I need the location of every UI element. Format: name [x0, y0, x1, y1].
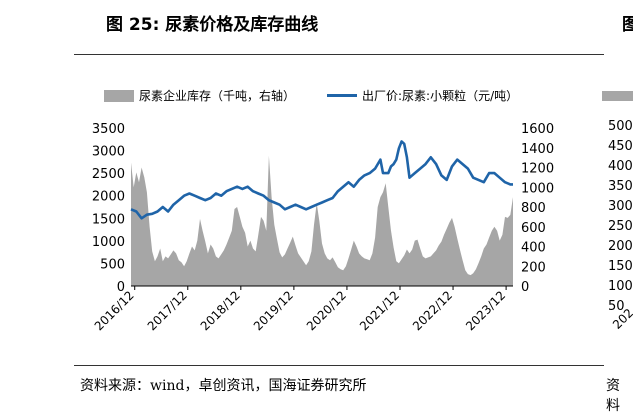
left-axis-tick-label: 3500: [92, 122, 125, 137]
right-panel-ytick: 200: [608, 239, 633, 254]
right-panel-title: 图: [622, 15, 633, 35]
bottom-divider: [74, 365, 604, 366]
series-price-line: [130, 140, 513, 220]
x-axis-tick-label: 2016/12: [92, 288, 137, 333]
right-axis-tick-label: 800: [521, 201, 546, 216]
right-panel-ytick: 400: [608, 159, 633, 174]
x-axis-tick-label: 2018/12: [198, 288, 243, 333]
chart-svg: 0 500 1000 1500 2000 2500 3000 3500 0 200 400 600 80…: [92, 122, 554, 333]
source-note: 资料来源：wind，卓创资讯，国海证券研究所: [80, 378, 367, 394]
x-axis-tick-label: 2022/12: [410, 288, 455, 333]
right-axis-tick-label: 1600: [521, 122, 554, 137]
left-axis-tick-label: 500: [100, 257, 125, 272]
right-panel-ytick: 50: [608, 299, 625, 314]
chart-title: 图 25: 尿素价格及库存曲线: [106, 15, 319, 35]
right-panel-ytick: 100: [608, 279, 633, 294]
right-panel-ytick: 300: [608, 199, 633, 214]
x-axis-tick-label: 2021/12: [357, 288, 402, 333]
legend-item-price: 出厂价:尿素:小颗粒（元/吨）: [327, 87, 518, 104]
right-panel-ytick: 500: [608, 119, 633, 134]
x-axis-tick-label: 2023/12: [463, 288, 508, 333]
top-divider: [74, 54, 604, 55]
right-panel-ytick: 450: [608, 139, 633, 154]
legend-item-inventory: 尿素企业库存（千吨，右轴）: [104, 87, 295, 104]
legend-swatch-line: [327, 94, 358, 97]
legend-label-price: 出厂价:尿素:小颗粒（元/吨）: [362, 89, 519, 103]
left-axis-tick-label: 3000: [92, 145, 125, 160]
series-inventory-area: [131, 155, 513, 286]
right-panel-yticks: 500 450 400 350 300 250 200 150 100 50: [608, 117, 633, 317]
left-axis-tick-label: 2000: [92, 190, 125, 205]
right-axis-tick-label: 1400: [521, 142, 554, 157]
legend-swatch-area: [104, 89, 134, 102]
left-axis-tick-label: 0: [117, 280, 125, 295]
right-axis-tick-label: 200: [521, 260, 546, 275]
left-axis-tick-label: 2500: [92, 167, 125, 182]
right-axis-tick-label: 400: [521, 241, 546, 256]
right-panel-source: 资料: [606, 378, 620, 414]
right-axis-tick-label: 600: [521, 221, 546, 236]
right-panel-ytick: 150: [608, 259, 633, 274]
x-axis-tick-label: 2019/12: [251, 288, 296, 333]
chart-legend: 尿素企业库存（千吨，右轴） 出厂价:尿素:小颗粒（元/吨）: [104, 87, 518, 104]
legend-label-inventory: 尿素企业库存（千吨，右轴）: [139, 89, 296, 103]
left-axis-tick-label: 1000: [92, 235, 125, 250]
x-axis-tick-label: 2020/12: [304, 288, 349, 333]
x-axis-tick-label: 2017/12: [145, 288, 190, 333]
right-axis-tick-label: 0: [521, 280, 529, 295]
right-panel-legend-swatch: [602, 91, 633, 101]
left-axis-tick-label: 1500: [92, 212, 125, 227]
right-axis-tick-label: 1200: [521, 162, 554, 177]
right-axis-tick-label: 1000: [521, 181, 554, 196]
right-panel-ytick: 250: [608, 219, 633, 234]
right-panel-ytick: 350: [608, 179, 633, 194]
